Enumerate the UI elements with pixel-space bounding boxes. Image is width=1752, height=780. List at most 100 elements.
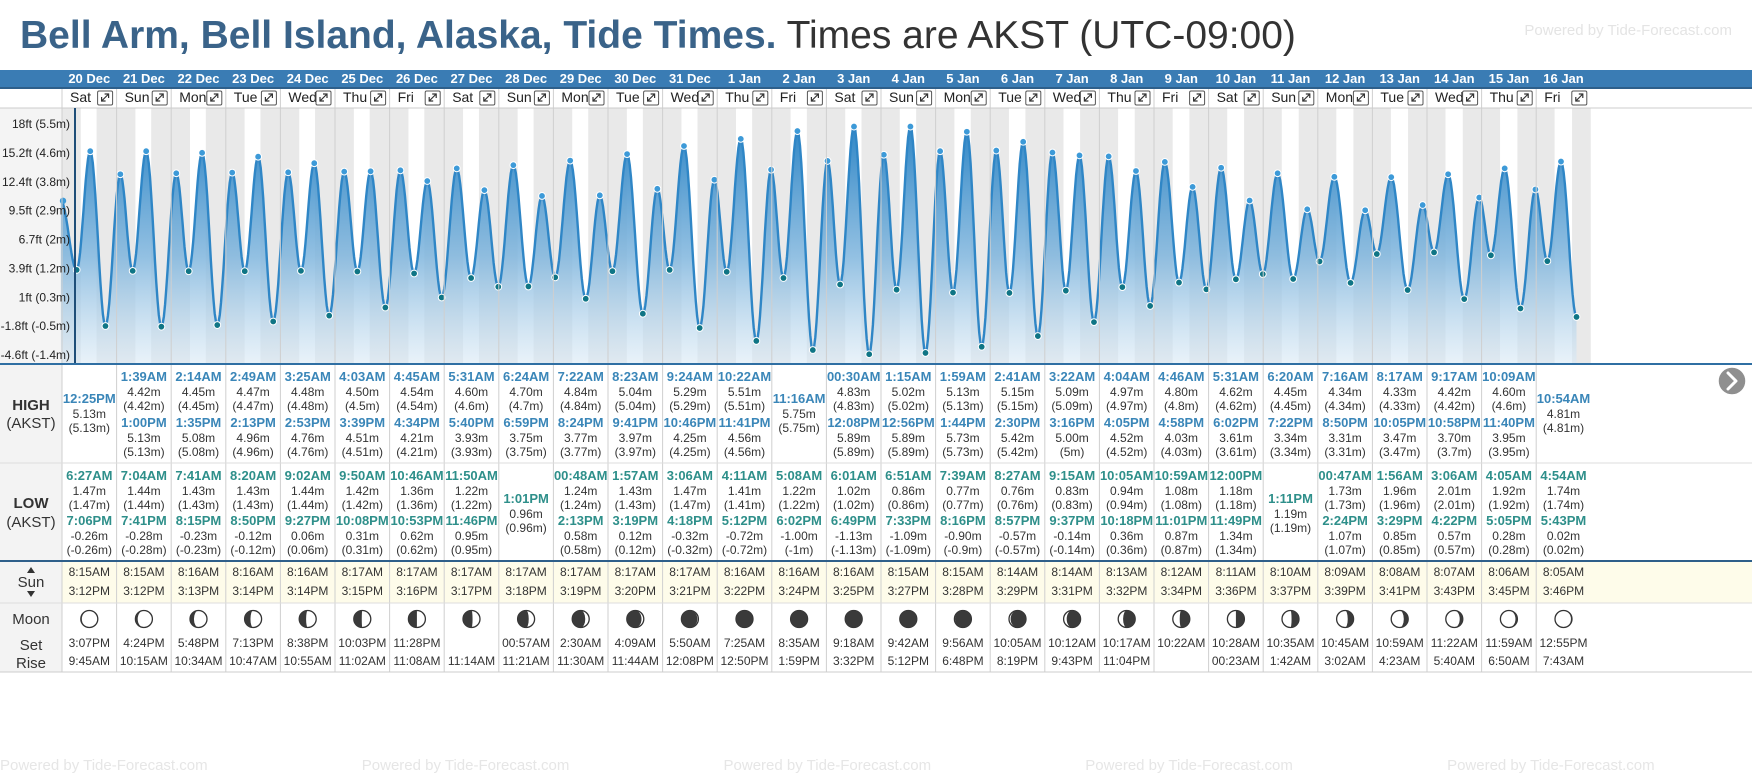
sunrise-time: 8:16AM [232,565,273,579]
high-tide-point [1500,164,1509,173]
expand-icon-arrow [1575,93,1584,102]
expand-icon[interactable] [1516,90,1533,106]
expand-icon[interactable] [206,90,223,106]
expand-icon[interactable] [1134,90,1151,106]
high-tide-height: 4.62m [1219,385,1252,399]
low-tide-time: 5:05PM [1486,513,1532,528]
low-tide-time: 9:37PM [1049,513,1095,528]
high-tide-height-alt: (3.7m) [1437,445,1472,459]
location-title: Bell Arm, Bell Island, Alaska, Tide Time… [20,14,777,57]
expand-icon[interactable] [1462,90,1479,106]
moonset-time: 10:22AM [1157,636,1205,650]
expand-icon[interactable] [1407,90,1424,106]
high-tide-point [538,192,546,200]
expand-icon[interactable] [588,90,605,106]
moonset-time: 8:38PM [287,636,328,650]
expand-icon[interactable] [643,90,660,106]
high-tide-time: 8:23AM [612,369,658,384]
low-tide-height-alt: (-0.32m) [667,543,712,557]
expand-icon[interactable] [315,90,332,106]
expand-icon[interactable] [479,90,496,106]
high-tide-height-alt: (5.75m) [778,421,819,435]
moonset-time: 3:07PM [69,636,110,650]
high-tide-height: 4.83m [837,385,870,399]
expand-icon[interactable] [916,90,933,106]
high-tide-height: 5.13m [73,407,106,421]
high-tide-time: 11:41PM [718,415,770,430]
low-tide-time: 1:57AM [612,468,658,483]
low-tide-height-alt: (0.02m) [1543,543,1584,557]
low-tide-height: 1.34m [1219,529,1252,543]
moonrise-time: 11:04PM [1103,654,1150,668]
high-tide-time: 12:08PM [827,415,880,430]
high-tide-height: 3.75m [509,431,542,445]
expand-icon[interactable] [424,90,441,106]
high-tide-height: 4.81m [1547,407,1580,421]
expand-icon[interactable] [1243,90,1260,106]
expand-icon[interactable] [1025,90,1042,106]
expand-icon[interactable] [151,90,168,106]
high-tide-height-alt: (4.81m) [1543,421,1584,435]
low-tide-height-alt: (1.73m) [1324,498,1365,512]
moon-phase-shadow [1454,610,1463,628]
sunrise-time: 8:14AM [997,565,1038,579]
expand-icon[interactable] [260,90,277,106]
high-tide-height: 4.56m [728,431,761,445]
moonrise-time: 12:08PM [666,654,714,668]
expand-icon[interactable] [806,90,823,106]
moonrise-time: 11:14AM [448,654,495,668]
low-tide-time: 5:43PM [1541,513,1587,528]
low-tide-height: 1.43m [182,484,215,498]
sunset-time: 3:18PM [505,584,546,598]
expand-icon[interactable] [533,90,550,106]
sunrise-time: 8:17AM [342,565,383,579]
expand-icon[interactable] [861,90,878,106]
expand-icon[interactable] [1571,90,1588,106]
low-tide-height-alt: (-0.26m) [67,543,112,557]
expand-icon[interactable] [752,90,769,106]
expand-icon[interactable] [697,90,714,106]
date-label: 7 Jan [1055,71,1088,86]
date-label: 21 Dec [123,71,165,86]
high-tide-point [254,152,263,161]
expand-icon[interactable] [970,90,987,106]
low-tide-point [524,282,533,291]
expand-icon[interactable] [1352,90,1369,106]
y-axis-tick-label: 12.4ft (3.8m) [2,175,70,189]
powered-by-footer-text: Powered by Tide-Forecast.com [723,757,932,774]
high-tide-time: 7:22AM [558,369,604,384]
expand-icon[interactable] [1079,90,1096,106]
weekday-label: Sat [452,89,473,105]
low-tide-time: 4:18PM [667,513,713,528]
low-tide-time: 00:48AM [554,468,607,483]
expand-icon-arrow [1247,93,1256,102]
date-label: 15 Jan [1489,71,1530,86]
expand-icon[interactable] [370,90,387,106]
high-tide-height: 5.13m [946,385,979,399]
weekday-label: Tue [234,89,258,105]
high-tide-time: 10:46PM [664,415,717,430]
date-label: 14 Jan [1434,71,1475,86]
expand-icon-arrow [974,93,983,102]
low-tide-point [1460,295,1469,304]
low-tide-height-alt: (1.22m) [451,498,492,512]
sunset-time: 3:20PM [615,584,656,598]
expand-icon[interactable] [97,90,114,106]
expand-icon[interactable] [1298,90,1315,106]
expand-icon-arrow [646,93,656,102]
moonset-time: 7:25AM [724,636,765,650]
expand-icon[interactable] [1189,90,1206,106]
date-label: 31 Dec [669,71,711,86]
low-tide-time: 7:06PM [67,513,113,528]
high-tide-point [396,166,405,175]
low-tide-height: 0.31m [346,529,379,543]
moonrise-time: 3:02AM [1324,654,1365,668]
high-tide-height: 4.54m [400,385,433,399]
next-page-button[interactable] [1717,366,1747,396]
moonrise-time: 6:48PM [942,654,983,668]
high-tide-point [793,127,802,135]
axis-background [0,108,62,363]
high-tide-height: 5.73m [946,431,979,445]
high-tide-point [736,134,745,143]
expand-icon-arrow [701,93,710,102]
